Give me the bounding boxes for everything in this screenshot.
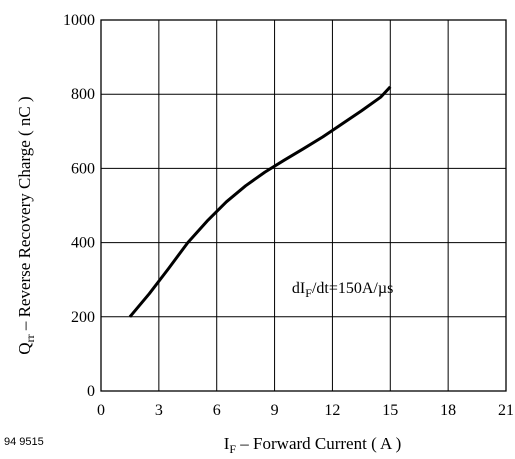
- figure-id: 94 9515: [4, 436, 44, 448]
- x-tick-label-5: 15: [382, 402, 398, 419]
- x-tick-label-2: 6: [213, 402, 221, 419]
- annotation: dIF/dt=150A/µs: [292, 280, 393, 300]
- plot-frame: [100, 19, 507, 392]
- y-tick-label-4: 800: [71, 86, 95, 103]
- y-tick-label-3: 600: [71, 160, 95, 177]
- y-axis-label-sub: rr: [23, 334, 37, 342]
- x-axis-label: IF – Forward Current ( A ): [224, 434, 402, 456]
- series-line-0: [128, 85, 392, 318]
- y-tick-labels: 0 200 400 600 800 1000: [63, 12, 95, 400]
- y-axis-label-rest: – Reverse Recovery Charge ( nC ): [15, 96, 34, 334]
- y-tick-label-5: 1000: [63, 12, 95, 29]
- x-tick-labels: 0 3 6 9 12 15 18 21: [97, 402, 514, 419]
- series-lines: [128, 85, 392, 318]
- x-axis-label-rest: – Forward Current ( A ): [236, 434, 401, 453]
- y-tick-label-2: 400: [71, 235, 95, 252]
- annotation-sub: F: [305, 286, 312, 300]
- y-tick-label-0: 0: [87, 383, 95, 400]
- x-tick-label-6: 18: [440, 402, 456, 419]
- y-axis-label-main: Q: [15, 342, 34, 354]
- x-tick-label-1: 3: [155, 402, 163, 419]
- x-tick-label-0: 0: [97, 402, 105, 419]
- x-tick-label-7: 21: [498, 402, 514, 419]
- annotation-rest: /dt=150A/µs: [312, 280, 393, 297]
- x-tick-label-4: 12: [324, 402, 340, 419]
- x-axis-label-main: I: [224, 434, 230, 453]
- y-tick-label-1: 200: [71, 309, 95, 326]
- x-axis-label-sub: F: [229, 442, 236, 456]
- grid: [101, 20, 506, 391]
- annotation-main: dI: [292, 280, 305, 297]
- x-tick-label-3: 9: [271, 402, 279, 419]
- y-axis-label: Qrr – Reverse Recovery Charge ( nC ): [15, 96, 37, 354]
